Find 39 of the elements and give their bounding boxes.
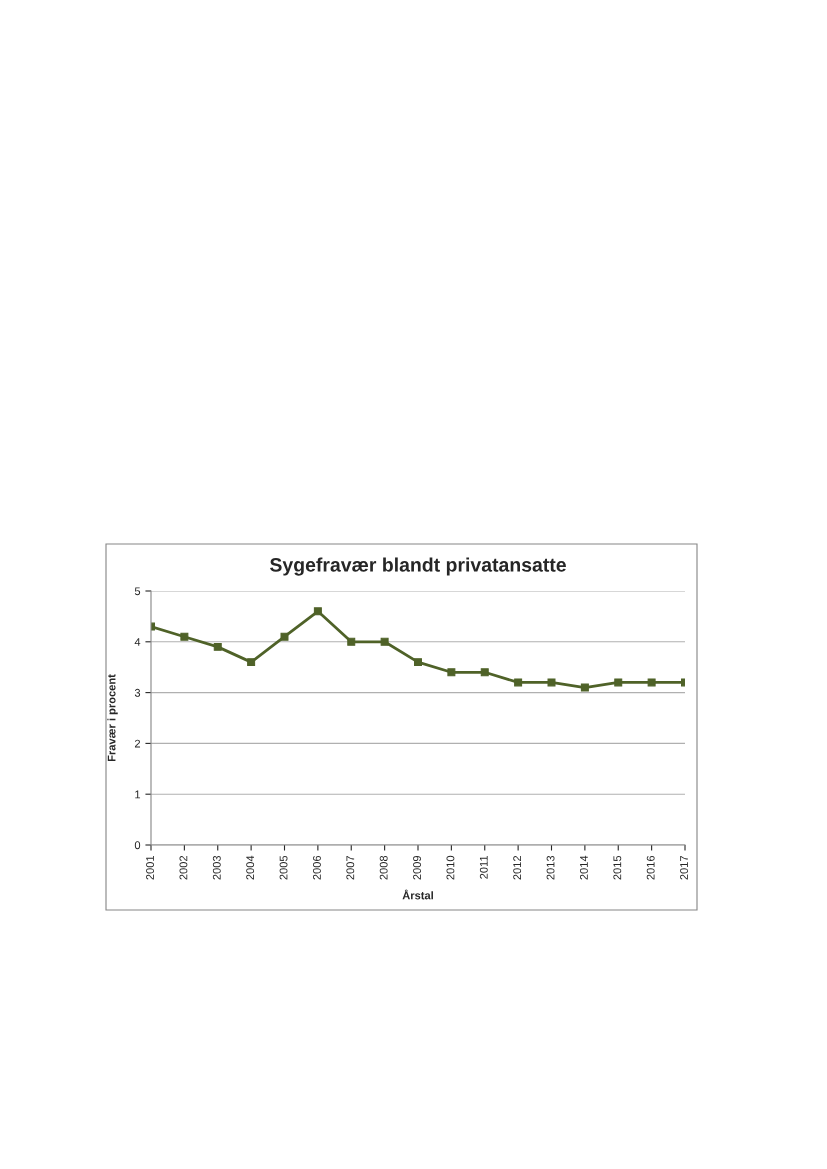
y-tick-label: 2 <box>134 739 141 748</box>
x-tick-label: 2010 <box>446 855 455 880</box>
chart-title: Sygefravær blandt privatansatte <box>269 557 566 576</box>
point <box>347 637 356 646</box>
y-tick-label: 0 <box>134 841 141 850</box>
point <box>414 658 422 667</box>
x-tick-label: 2009 <box>413 855 421 880</box>
x-tick-label: 2001 <box>146 855 154 880</box>
x-tick-label: 2008 <box>379 855 388 880</box>
y-tick-label: 4 <box>134 638 141 646</box>
x-tick-label: 2015 <box>613 855 622 880</box>
x-tick-label: 2003 <box>212 855 221 880</box>
point <box>480 668 489 677</box>
point <box>247 658 256 667</box>
x-tick-label: 2013 <box>546 855 555 880</box>
y-tick-label: 1 <box>135 790 141 799</box>
point <box>514 678 523 687</box>
point <box>213 642 222 651</box>
x-tick-label: 2006 <box>312 855 321 880</box>
x-tick-label: 2017 <box>680 855 688 880</box>
x-tick-label: 2014 <box>579 855 588 880</box>
point <box>614 678 623 687</box>
x-tick-label: 2004 <box>246 855 255 880</box>
x-tick-label: 2016 <box>646 855 655 880</box>
x-tick-label: 2002 <box>179 855 188 880</box>
point <box>180 632 189 641</box>
x-tick-label: 2007 <box>346 855 355 880</box>
point <box>380 637 389 646</box>
point <box>580 683 589 692</box>
point <box>313 607 322 616</box>
y-tick-label: 5 <box>134 587 141 596</box>
x-tick-label: 2011 <box>479 855 488 879</box>
y-tick-label: 3 <box>134 688 141 697</box>
x-tick-label: 2005 <box>279 855 288 880</box>
point <box>447 668 456 677</box>
x-axis-title: Årstal <box>402 889 433 900</box>
x-tick-label: 2012 <box>513 855 522 880</box>
y-axis-title: Fravær i procent <box>107 674 118 762</box>
point <box>647 678 656 687</box>
